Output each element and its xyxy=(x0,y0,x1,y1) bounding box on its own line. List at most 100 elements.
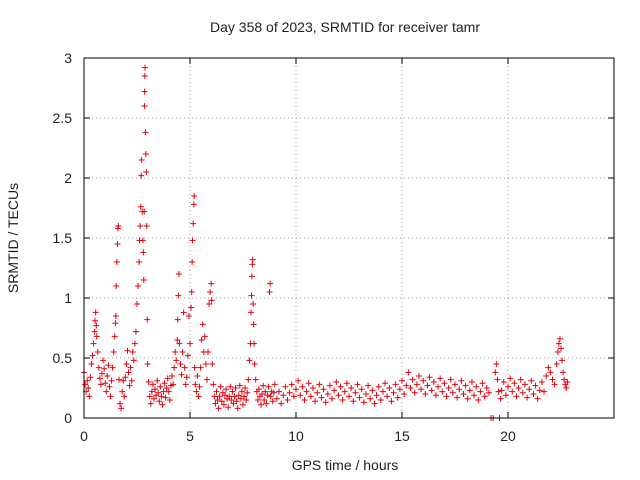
data-point xyxy=(138,172,145,179)
data-point xyxy=(92,309,99,316)
data-point xyxy=(128,377,135,384)
data-point xyxy=(194,373,201,379)
data-point xyxy=(388,398,395,405)
data-point xyxy=(375,383,382,390)
data-point xyxy=(358,386,365,393)
data-point xyxy=(126,382,133,389)
data-point xyxy=(140,277,147,283)
data-point xyxy=(100,357,107,364)
data-point xyxy=(199,321,206,328)
data-point xyxy=(284,397,291,403)
data-point xyxy=(468,379,475,385)
data-point xyxy=(201,333,208,340)
data-point xyxy=(149,381,156,388)
data-point xyxy=(158,393,165,400)
data-point xyxy=(282,383,289,390)
data-point xyxy=(112,313,119,319)
data-point xyxy=(356,394,363,401)
data-point xyxy=(479,380,486,387)
data-point xyxy=(415,373,422,379)
data-point xyxy=(152,386,159,393)
data-point xyxy=(251,340,258,347)
data-point xyxy=(150,395,157,402)
x-tick-label: 15 xyxy=(394,428,410,444)
data-point xyxy=(509,388,516,395)
data-point xyxy=(371,400,378,407)
data-point xyxy=(299,383,306,390)
data-point xyxy=(384,393,391,400)
data-point xyxy=(333,379,340,385)
y-tick-label: 1.5 xyxy=(53,230,73,246)
data-point xyxy=(162,394,169,401)
data-point xyxy=(288,381,295,388)
data-point xyxy=(107,393,114,400)
x-tick-label: 5 xyxy=(186,428,194,444)
data-point xyxy=(329,395,336,402)
data-point xyxy=(255,386,262,393)
data-point xyxy=(464,395,471,402)
data-point xyxy=(118,405,125,412)
data-point xyxy=(139,237,146,244)
data-point xyxy=(104,373,111,379)
data-points xyxy=(81,64,571,421)
data-point xyxy=(460,391,467,397)
data-point xyxy=(447,376,454,383)
data-point xyxy=(209,361,216,367)
data-point xyxy=(102,380,109,387)
data-point xyxy=(507,375,514,382)
data-point xyxy=(500,379,507,385)
data-point xyxy=(241,393,248,400)
data-point xyxy=(154,377,161,384)
data-point xyxy=(269,398,276,405)
data-point xyxy=(352,389,359,396)
data-point xyxy=(318,394,325,401)
data-point xyxy=(147,400,154,407)
data-point xyxy=(193,388,200,395)
data-point xyxy=(445,385,452,391)
data-point xyxy=(452,381,458,388)
data-point xyxy=(125,369,132,376)
data-point xyxy=(335,392,342,399)
data-point xyxy=(386,385,393,391)
data-point xyxy=(111,333,118,340)
axis-tick-labels: 0 5 10 15 20 0 0.5 1 1.5 2 2.5 3 xyxy=(53,50,516,444)
data-point xyxy=(142,129,149,136)
data-point xyxy=(131,340,138,347)
data-point xyxy=(454,394,461,401)
data-point xyxy=(545,364,552,371)
data-point xyxy=(297,392,304,399)
data-point xyxy=(238,388,245,395)
data-point xyxy=(85,385,92,391)
data-point xyxy=(418,386,425,393)
data-point xyxy=(137,223,144,229)
data-point xyxy=(534,395,541,402)
data-point xyxy=(197,364,204,371)
data-point xyxy=(184,352,191,359)
data-point xyxy=(303,388,310,395)
data-point xyxy=(254,397,261,403)
data-point xyxy=(244,389,251,396)
data-point xyxy=(392,381,399,388)
data-point xyxy=(309,385,316,391)
data-point xyxy=(137,203,144,210)
data-point xyxy=(164,375,171,382)
data-point xyxy=(198,337,205,343)
data-point xyxy=(144,316,151,323)
data-point xyxy=(207,289,214,295)
data-point xyxy=(549,376,556,383)
data-point xyxy=(120,377,127,384)
data-point xyxy=(362,391,369,397)
data-point xyxy=(394,394,401,401)
data-point xyxy=(191,364,198,371)
data-point xyxy=(293,386,299,393)
data-point xyxy=(526,386,533,393)
data-point xyxy=(208,297,215,304)
data-point xyxy=(215,405,222,412)
data-point xyxy=(175,271,182,277)
data-point xyxy=(217,383,224,390)
data-point xyxy=(411,389,418,396)
data-point xyxy=(87,374,94,381)
data-point xyxy=(301,397,308,403)
y-axis-label: SRMTID / TECUs xyxy=(5,183,21,293)
